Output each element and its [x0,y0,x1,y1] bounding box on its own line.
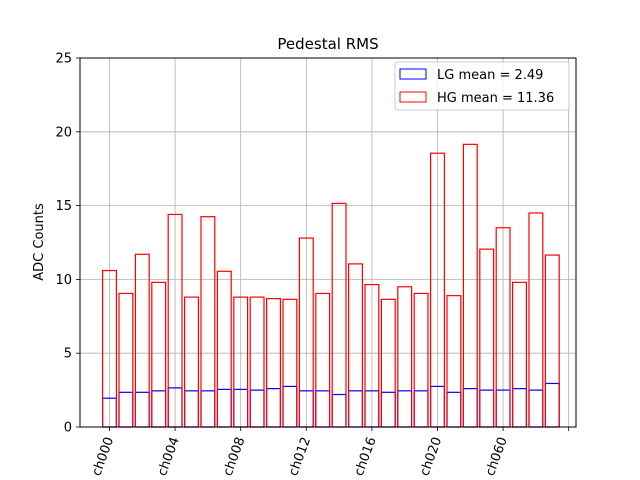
y-axis: 0 5 10 15 20 25 [55,52,80,436]
grid-lines [80,57,576,428]
legend-swatch-lg [399,68,427,80]
y-tick-label: 15 [55,199,72,214]
y-tick-label: 25 [55,52,72,67]
legend-entry-lg: LG mean = 2.49 [437,68,543,83]
chart-title: Pedestal RMS [277,35,378,53]
y-tick-label: 10 [55,273,72,288]
legend-box [394,61,570,111]
legend-swatch-hg [399,91,427,103]
plot-frame [79,57,577,428]
y-tick-label: 5 [64,347,72,362]
y-tick-label: 20 [55,125,72,140]
y-tick-label: 0 [64,421,72,436]
y-axis-label: ADC Counts [32,203,47,281]
legend-entry-hg: HG mean = 11.36 [437,91,554,106]
legend: LG mean = 2.49 HG mean = 11.36 [394,61,570,111]
